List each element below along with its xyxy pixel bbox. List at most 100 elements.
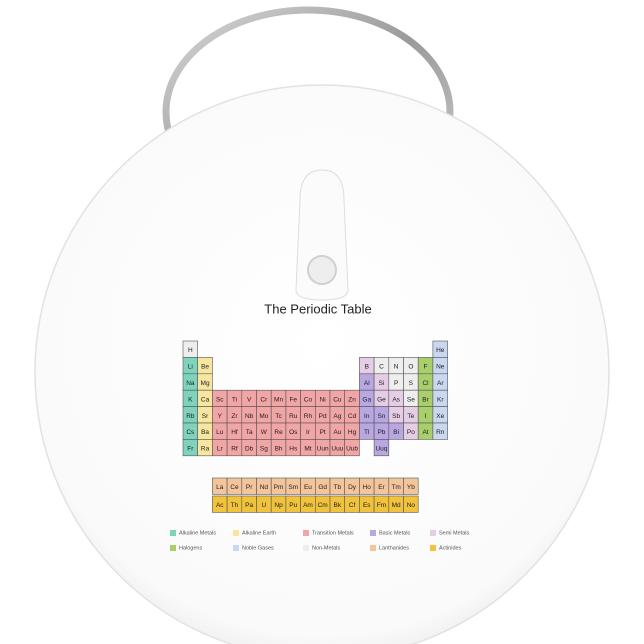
element-symbol: Po [407, 429, 415, 436]
element-cell: Ga [359, 389, 375, 407]
element-symbol: Ca [201, 396, 210, 403]
legend-swatch [303, 530, 309, 536]
element-cell: Hf [226, 422, 243, 440]
element-cell: Er [373, 477, 390, 495]
element-cell: La [212, 477, 228, 495]
element-symbol: Au [333, 429, 341, 436]
element-cell: Yb [403, 477, 419, 495]
element-cell: Fr [182, 439, 198, 457]
element-cell: Lu [212, 422, 228, 440]
element-symbol: Tb [334, 484, 342, 491]
element-cell: Se [403, 389, 419, 407]
element-symbol: N [394, 364, 399, 371]
element-cell: Bh [270, 439, 287, 457]
element-symbol: Si [379, 380, 385, 387]
element-symbol: Pm [274, 484, 284, 491]
element-symbol: Gd [318, 484, 327, 491]
legend-label: Alkaline Metals [179, 530, 216, 536]
element-symbol: Ho [363, 484, 372, 491]
element-symbol: Be [201, 364, 209, 371]
element-symbol: Ti [232, 396, 237, 403]
element-symbol: Bh [275, 446, 283, 453]
element-symbol: Cs [186, 429, 195, 436]
element-cell: Md [388, 495, 404, 513]
element-cell: Na [182, 373, 198, 391]
element-symbol: Ar [437, 380, 444, 387]
element-cell: Mt [300, 439, 316, 457]
element-cell: Po [403, 422, 419, 440]
element-cell: Kr [432, 389, 448, 407]
element-cell: Mn [270, 389, 287, 407]
element-cell: Gd [314, 477, 331, 495]
element-cell: Rh [300, 406, 316, 424]
element-symbol: Sn [377, 413, 385, 420]
legend-label: Semi Metals [439, 530, 470, 536]
legend-swatch [430, 530, 436, 536]
element-symbol: F [424, 364, 428, 371]
element-symbol: Kr [437, 396, 444, 403]
element-cell: Cr [256, 389, 272, 407]
legend-swatch [370, 545, 376, 551]
element-cell: Ho [359, 477, 375, 495]
element-cell: Dy [344, 477, 360, 495]
element-cell: Es [359, 495, 375, 513]
element-symbol: Sm [288, 484, 298, 491]
element-symbol: Eu [304, 484, 312, 491]
element-cell: Zn [344, 389, 360, 407]
element-symbol: Uuq [375, 446, 387, 453]
element-symbol: Ir [306, 429, 311, 436]
element-symbol: Rb [186, 413, 195, 420]
element-cell: K [182, 389, 198, 407]
element-cell: Tl [359, 422, 375, 440]
element-symbol: Sr [202, 413, 209, 420]
element-cell: Sc [212, 389, 228, 407]
legend-swatch [430, 545, 436, 551]
element-cell: Ca [197, 389, 213, 407]
element-cell: Tb [329, 477, 345, 495]
element-symbol: O [408, 364, 413, 371]
cell-box [373, 439, 390, 457]
element-cell: V [241, 389, 257, 407]
element-cell: Cu [329, 389, 345, 407]
element-cell: Db [241, 439, 257, 457]
legend-label: Halogens [179, 545, 202, 551]
element-cell: Bi [388, 422, 404, 440]
cell-box [432, 422, 448, 440]
element-cell: W [256, 422, 272, 440]
element-symbol: Pa [245, 502, 253, 509]
element-symbol: Sg [260, 446, 268, 453]
element-symbol: Lr [217, 446, 224, 453]
element-cell: Uun [314, 439, 331, 457]
element-symbol: Pt [320, 429, 326, 436]
element-symbol: Ne [436, 364, 445, 371]
element-symbol: Rn [436, 429, 445, 436]
element-cell: Ce [226, 477, 243, 495]
legend: Alkaline Metals Alkaline Earth Transition … [170, 530, 470, 551]
element-symbol: Al [364, 380, 370, 387]
element-cell: Sb [388, 406, 404, 424]
element-cell: Co [300, 389, 316, 407]
element-symbol: Co [304, 396, 313, 403]
element-symbol: Se [407, 396, 415, 403]
element-symbol: Br [422, 396, 429, 403]
legend-swatch [233, 530, 239, 536]
element-cell: Os [285, 422, 301, 440]
element-symbol: Hg [348, 429, 357, 436]
element-cell: Nd [256, 477, 272, 495]
element-symbol: Ba [201, 429, 209, 436]
element-cell: Ba [197, 422, 213, 440]
button-disc [34, 84, 610, 644]
element-cell: F [417, 357, 434, 375]
legend-swatch [170, 545, 176, 551]
element-symbol: V [247, 396, 252, 403]
element-cell: Bk [329, 495, 345, 513]
element-cell: Uub [344, 439, 360, 457]
element-symbol: I [425, 413, 427, 420]
element-symbol: S [409, 380, 414, 387]
element-cell: Cm [314, 495, 331, 513]
element-symbol: Nb [245, 413, 254, 420]
legend-label: Lanthanides [379, 545, 409, 551]
element-cell: Y [212, 406, 228, 424]
element-symbol: Sc [216, 396, 224, 403]
legend-label: Noble Gases [242, 545, 274, 551]
